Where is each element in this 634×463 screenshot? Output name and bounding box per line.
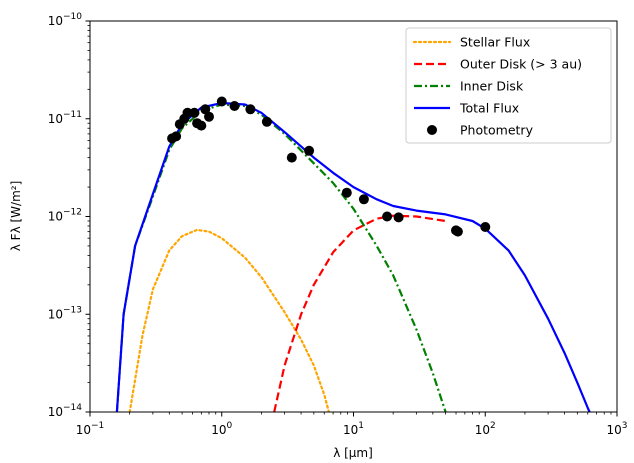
y-axis-ticks: 10−14 10−13 10−12 10−11 10−10 — [48, 12, 90, 419]
series-line-inner-disk — [115, 103, 447, 412]
series-line-outer-disk-3-au — [273, 214, 446, 412]
x-tick-label: 100 — [211, 421, 232, 437]
y-tick-label: 10−12 — [48, 208, 82, 224]
y-tick-label: 10−11 — [48, 110, 82, 126]
photometry-point — [171, 131, 182, 142]
photometry-point — [393, 212, 404, 223]
photometry-point — [358, 194, 369, 205]
photometry-point — [204, 111, 214, 122]
x-tick-label: 102 — [475, 421, 496, 437]
photometry-point — [261, 116, 272, 127]
legend-box — [405, 27, 612, 144]
photometry-points — [167, 96, 491, 237]
photometry-point — [229, 101, 240, 111]
legend-label-outer-disk-3-au: Outer Disk (> 3 au) — [460, 57, 582, 72]
legend-label-inner-disk: Inner Disk — [460, 79, 524, 94]
series-line-stellar-flux — [128, 228, 330, 412]
photometry-point — [382, 211, 393, 222]
photometry-point — [182, 107, 193, 118]
photometry-point — [480, 222, 491, 232]
photometry-point — [341, 187, 352, 198]
y-tick-label: 10−14 — [48, 403, 83, 419]
photometry-point — [196, 120, 207, 131]
photometry-point — [216, 96, 227, 107]
series-layer — [115, 101, 591, 412]
series-line-total-flux — [115, 101, 591, 412]
x-axis-label: λ [μm] — [333, 446, 373, 460]
y-tick-label: 10−10 — [48, 12, 83, 28]
y-tick-label: 10−13 — [48, 305, 82, 321]
legend-label-stellar-flux: Stellar Flux — [460, 35, 530, 50]
y-axis-label: λ Fλ [W/m²] — [9, 181, 23, 252]
legend-label-total-flux: Total Flux — [459, 101, 519, 116]
x-tick-label: 103 — [606, 421, 627, 437]
x-axis-ticks: 10−1 100 101 102 103 — [76, 412, 628, 437]
photometry-point — [245, 104, 256, 115]
x-tick-label: 101 — [343, 421, 364, 437]
photometry-point — [452, 226, 463, 237]
photometry-point — [304, 145, 315, 156]
x-tick-label: 10−1 — [76, 421, 105, 437]
legend: Stellar Flux Outer Disk (> 3 au) Inner Dis… — [405, 27, 612, 144]
legend-label-photometry: Photometry — [460, 123, 534, 138]
legend-swatch-photometry — [427, 125, 437, 135]
photometry-point — [189, 107, 200, 118]
photometry-point — [286, 152, 297, 163]
photometry-point — [200, 104, 211, 115]
